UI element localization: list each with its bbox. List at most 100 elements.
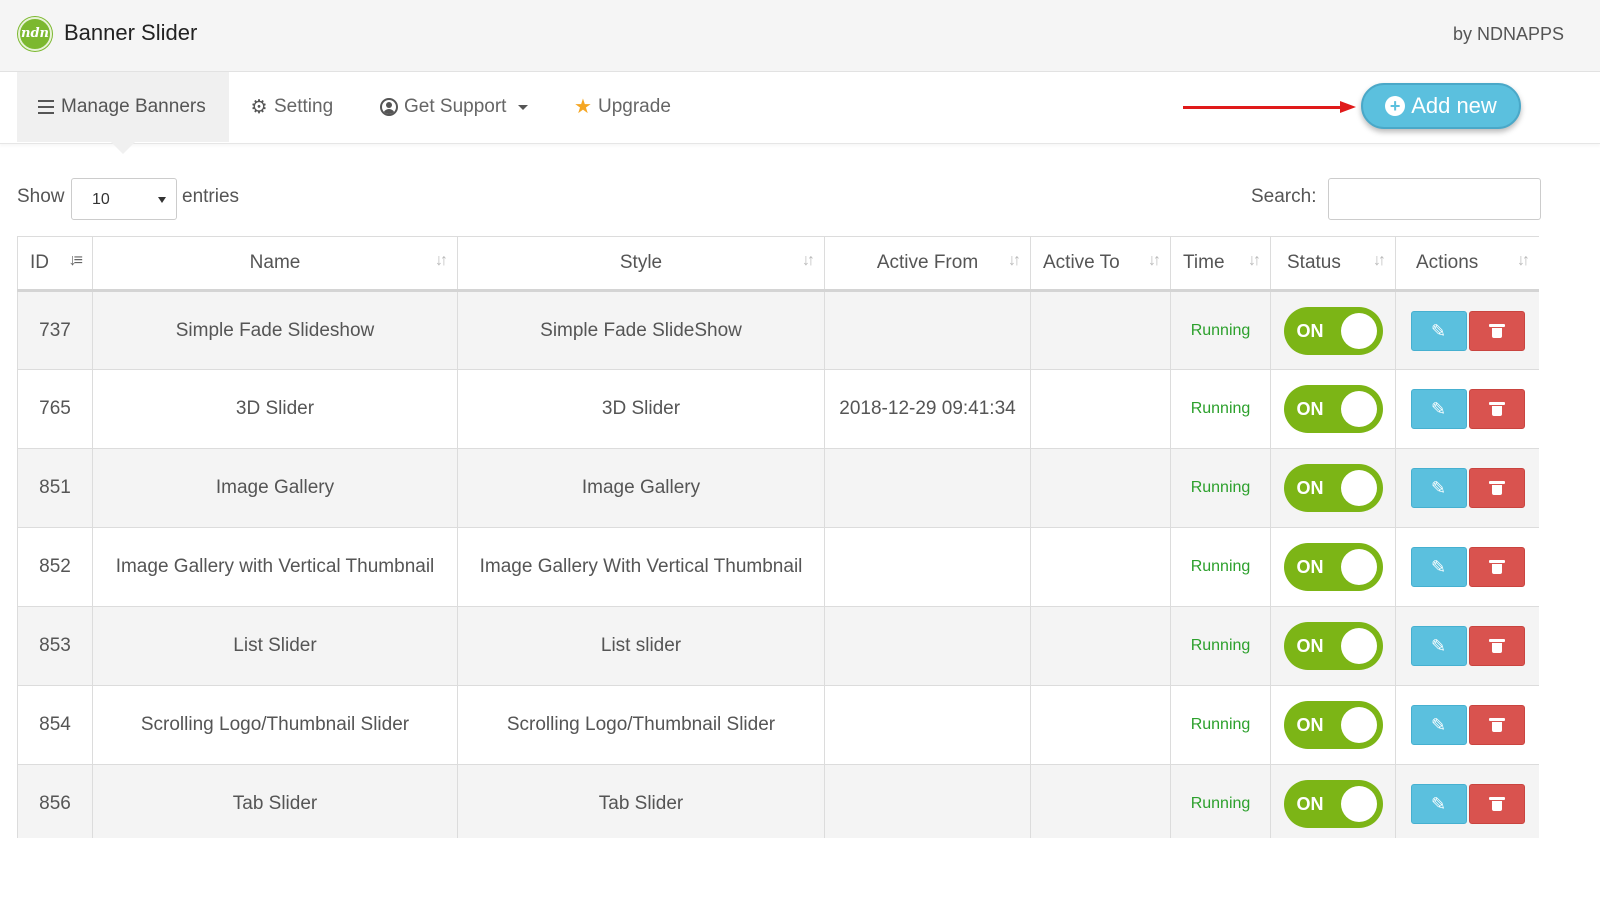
delete-button[interactable] [1468,310,1525,351]
table-row: 737 Simple Fade Slideshow Simple Fade Slid… [17,290,1539,370]
edit-button[interactable]: ✎ [1410,389,1467,429]
cell-active-from [824,764,1031,838]
cell-active-from [824,448,1031,528]
edit-button[interactable]: ✎ [1410,705,1467,745]
trash-icon [1488,560,1505,574]
column-header-active-to[interactable]: Active To ↓↑ [1030,236,1171,292]
status-toggle[interactable]: ON [1283,622,1383,670]
table-row: 853 List Slider List slider Running ON ✎ [17,606,1539,686]
add-new-button[interactable]: + Add new [1361,83,1521,129]
vendor-credit: by NDNAPPS [1452,24,1564,44]
delete-button[interactable] [1468,468,1525,508]
status-toggle[interactable]: ON [1283,306,1383,355]
tab-upgrade[interactable]: ★ Upgrade [574,96,671,118]
cell-time: Running [1170,290,1271,370]
tab-get-support[interactable]: Get Support [360,72,548,142]
column-header-time[interactable]: Time ↓↑ [1170,236,1271,292]
pencil-icon: ✎ [1430,399,1447,419]
status-toggle[interactable]: ON [1283,780,1383,828]
edit-button[interactable]: ✎ [1410,626,1467,666]
delete-button[interactable] [1468,705,1525,745]
delete-button[interactable] [1468,784,1525,824]
sort-icon: ↓↑ [1148,252,1161,269]
column-header-style[interactable]: Style ↓↑ [457,236,825,292]
cell-active-from [824,290,1031,370]
tab-setting[interactable]: ⚙ Setting [250,96,334,118]
cell-active-to [1030,369,1171,449]
sort-desc-icon: ↓≡ [68,252,83,269]
cell-id: 854 [17,685,93,765]
table-row: 765 3D Slider 3D Slider 2018-12-29 09:41:34… [17,369,1539,449]
cell-status: ON [1270,448,1396,528]
cell-time: Running [1170,448,1271,528]
cell-style: Simple Fade SlideShow [457,290,825,370]
toggle-knob [1340,391,1377,427]
pencil-icon: ✎ [1430,320,1447,341]
edit-button[interactable]: ✎ [1410,310,1467,351]
edit-button[interactable]: ✎ [1410,468,1467,508]
cell-style: 3D Slider [457,369,825,449]
toggle-label: ON [1296,399,1324,419]
app-title: Banner Slider [64,20,198,45]
cell-style: List slider [457,606,825,686]
pencil-icon: ✎ [1430,557,1447,577]
entries-label: entries [182,186,240,207]
trash-icon [1488,323,1505,338]
toggle-label: ON [1296,715,1324,735]
cell-active-from [824,527,1031,607]
user-circle-icon [380,98,398,116]
cell-status: ON [1270,527,1396,607]
cell-time: Running [1170,606,1271,686]
star-icon: ★ [574,96,592,118]
ndn-logo-icon: ndn [18,17,52,51]
column-header-id[interactable]: ID ↓≡ [17,236,93,292]
edit-button[interactable]: ✎ [1410,784,1467,824]
status-toggle[interactable]: ON [1283,385,1383,433]
cell-status: ON [1270,685,1396,765]
column-header-active-from[interactable]: Active From ↓↑ [824,236,1031,292]
column-header-status[interactable]: Status ↓↑ [1270,236,1396,292]
edit-button[interactable]: ✎ [1410,547,1467,587]
sort-icon: ↓↑ [435,252,448,269]
delete-button[interactable] [1468,389,1525,429]
pencil-icon: ✎ [1430,794,1447,814]
toggle-label: ON [1296,636,1324,656]
cell-active-to [1030,290,1171,370]
sort-icon: ↓↑ [802,252,815,269]
page-size-select[interactable]: 10 [71,178,177,220]
toggle-label: ON [1296,478,1324,498]
toggle-label: ON [1296,794,1324,814]
cell-name: Tab Slider [92,764,458,838]
annotation-arrow [1183,106,1343,109]
toggle-label: ON [1296,320,1324,341]
sort-icon: ↓↑ [1008,252,1021,269]
cell-style: Image Gallery With Vertical Thumbnail [457,527,825,607]
cell-style: Image Gallery [457,448,825,528]
plus-circle-icon: + [1385,96,1406,116]
toggle-knob [1340,707,1377,743]
cell-name: Image Gallery [92,448,458,528]
toggle-knob [1340,549,1377,585]
sort-icon: ↓↑ [1373,252,1386,269]
cell-name: 3D Slider [92,369,458,449]
cell-time: Running [1170,527,1271,607]
column-header-actions[interactable]: Actions ↓↑ [1395,236,1539,292]
table-header-row: ID ↓≡ Name ↓↑ Style ↓↑ Active From ↓↑ Active… [17,236,1539,292]
cell-actions: ✎ [1395,290,1539,370]
delete-button[interactable] [1468,626,1525,666]
cell-status: ON [1270,606,1396,686]
sort-icon: ↓↑ [1248,252,1261,269]
table-body: 737 Simple Fade Slideshow Simple Fade Slid… [17,290,1539,838]
cell-active-to [1030,448,1171,528]
column-header-name[interactable]: Name ↓↑ [92,236,458,292]
active-tab-pointer [111,142,135,154]
banners-table: ID ↓≡ Name ↓↑ Style ↓↑ Active From ↓↑ Active… [17,236,1539,838]
search-input[interactable] [1328,178,1541,220]
toggle-label: ON [1296,557,1324,577]
status-toggle[interactable]: ON [1283,701,1383,749]
delete-button[interactable] [1468,547,1525,587]
tab-manage-banners[interactable]: Manage Banners [17,72,229,154]
cell-name: Image Gallery with Vertical Thumbnail [92,527,458,607]
status-toggle[interactable]: ON [1283,464,1383,512]
status-toggle[interactable]: ON [1283,543,1383,591]
